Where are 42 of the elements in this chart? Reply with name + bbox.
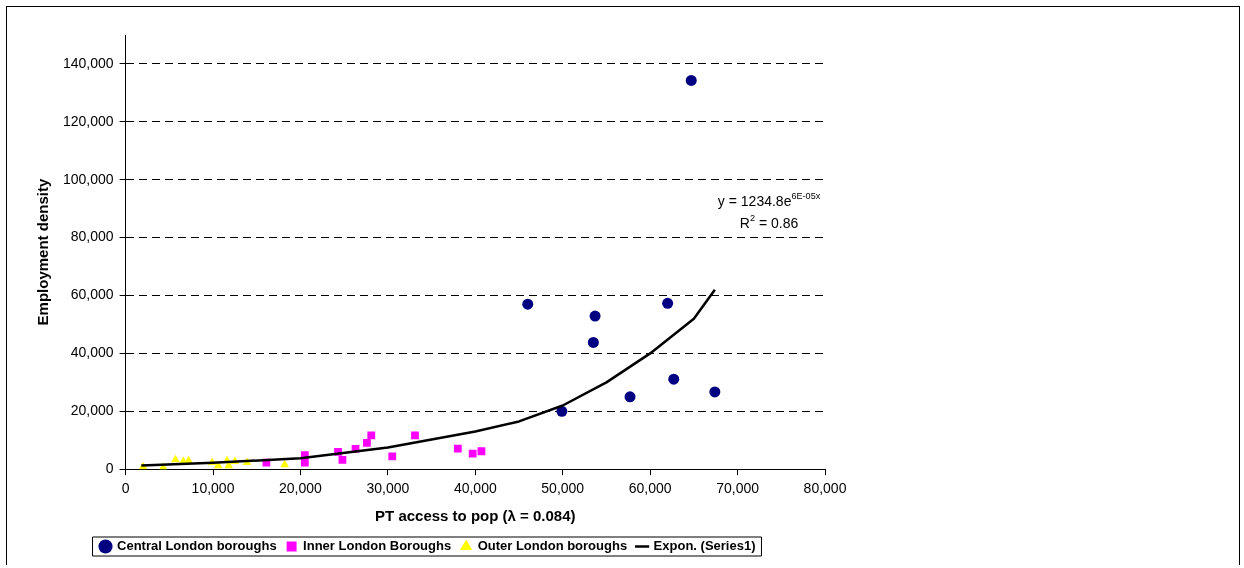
point (685, 74, 697, 86)
legend-label: Inner London Boroughs (303, 538, 452, 554)
x-tick-label: 20,000 (279, 480, 323, 497)
y-tick-label: 40,000 (70, 344, 114, 361)
legend-label: Outer London boroughs (477, 538, 628, 554)
point (338, 456, 347, 464)
point (363, 438, 371, 447)
point (522, 298, 534, 310)
point (388, 452, 397, 461)
legend-label: Central London boroughs (117, 538, 277, 554)
x-axis-title: PT access to pop (λ = 0.084) (375, 507, 576, 525)
point (280, 459, 290, 468)
x-tick-label: 10,000 (191, 480, 235, 497)
point (477, 447, 486, 456)
x-tick-label: 40,000 (453, 480, 497, 497)
y-tick-label: 140,000 (63, 54, 114, 71)
point (171, 454, 180, 463)
point (668, 373, 680, 385)
point (624, 391, 636, 403)
point (662, 297, 674, 309)
y-tick-label: 20,000 (70, 402, 114, 419)
y-tick-label: 0 (105, 460, 114, 477)
y-tick-label: 100,000 (63, 170, 114, 187)
point (589, 310, 601, 322)
x-tick-label: 50,000 (541, 480, 585, 497)
y-tick-label: 60,000 (70, 286, 114, 303)
y-axis-title: Employment density (34, 178, 52, 326)
point (709, 386, 721, 398)
y-tick-label: 120,000 (63, 112, 114, 129)
x-tick-label: 80,000 (803, 480, 847, 497)
point (453, 444, 462, 453)
y-tick-label: 80,000 (70, 228, 114, 245)
x-tick-label: 30,000 (366, 480, 410, 497)
x-tick-label: 70,000 (716, 480, 760, 497)
x-tick-label: 0 (121, 480, 130, 497)
legend-label: Expon. (Series1) (653, 538, 756, 554)
point (411, 431, 419, 440)
point (587, 336, 599, 348)
x-tick-label: 60,000 (628, 480, 672, 497)
point (300, 458, 309, 467)
point (367, 431, 376, 440)
point (468, 449, 477, 458)
